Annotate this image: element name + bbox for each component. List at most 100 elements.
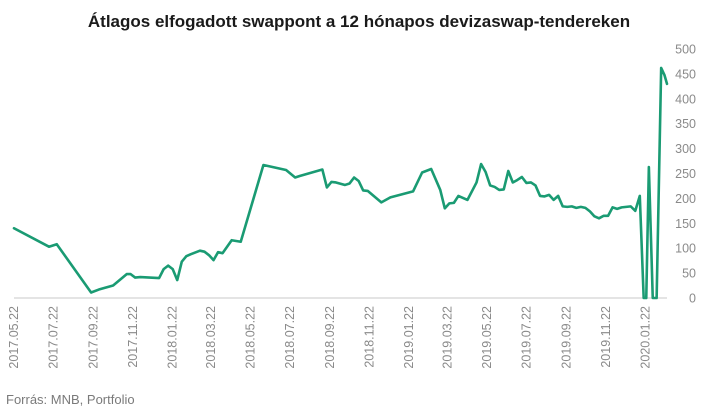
- data-point: [643, 297, 645, 299]
- data-point: [358, 180, 360, 182]
- x-tick-label: 2017.11.22: [126, 306, 140, 368]
- data-point: [172, 268, 174, 270]
- data-point: [557, 195, 559, 197]
- data-point: [231, 239, 233, 241]
- data-point: [466, 199, 468, 201]
- data-point: [530, 181, 532, 183]
- data-point: [639, 195, 641, 197]
- data-point: [652, 297, 654, 299]
- data-point: [213, 259, 215, 261]
- data-point: [439, 189, 441, 191]
- data-point: [240, 241, 242, 243]
- data-point: [498, 189, 500, 191]
- data-point: [444, 207, 446, 209]
- x-tick-label: 2018.11.22: [363, 306, 377, 368]
- data-point: [575, 207, 577, 209]
- x-tick-label: 2018.01.22: [166, 306, 180, 369]
- data-point: [190, 253, 192, 255]
- data-point: [616, 208, 618, 210]
- data-point: [476, 181, 478, 183]
- data-point: [593, 215, 595, 217]
- data-point: [48, 246, 50, 248]
- data-point: [13, 227, 15, 229]
- x-tick-label: 2018.05.22: [243, 306, 257, 369]
- data-point: [521, 176, 523, 178]
- data-point: [621, 206, 623, 208]
- data-point: [453, 202, 455, 204]
- data-point: [648, 166, 650, 168]
- data-point: [389, 196, 391, 198]
- data-point: [299, 175, 301, 177]
- series-line: [12, 66, 669, 300]
- data-point: [457, 195, 459, 197]
- data-point: [612, 206, 614, 208]
- y-axis-ticks: 0 50 100 150 200 250 300 350 400 450 500: [675, 43, 696, 306]
- data-point: [630, 205, 632, 207]
- x-tick-label: 2019.03.22: [440, 306, 454, 369]
- y-tick-label: 500: [675, 43, 696, 57]
- x-tick-label: 2018.09.22: [323, 306, 337, 369]
- data-point: [645, 297, 647, 299]
- data-point: [421, 172, 423, 174]
- data-point: [553, 199, 555, 201]
- data-point: [660, 67, 662, 69]
- data-point: [380, 201, 382, 203]
- data-point: [112, 285, 114, 287]
- data-point: [167, 265, 169, 267]
- x-tick-label: 2018.03.22: [204, 306, 218, 369]
- data-point: [512, 181, 514, 183]
- data-point: [634, 210, 636, 212]
- data-point: [326, 186, 328, 188]
- data-point: [98, 289, 100, 291]
- x-tick-label: 2019.01.22: [402, 306, 416, 369]
- data-point: [503, 188, 505, 190]
- x-tick-label: 2019.11.22: [599, 306, 613, 368]
- data-point: [603, 215, 605, 217]
- y-tick-label: 250: [675, 167, 696, 181]
- data-point: [349, 182, 351, 184]
- data-point: [262, 164, 264, 166]
- series-layer: [12, 66, 669, 300]
- data-point: [344, 184, 346, 186]
- y-tick-label: 150: [675, 217, 696, 231]
- data-point: [584, 207, 586, 209]
- data-point: [90, 292, 92, 294]
- y-tick-label: 300: [675, 142, 696, 156]
- x-tick-label: 2018.07.22: [283, 306, 297, 369]
- data-point: [130, 273, 132, 275]
- data-point: [489, 184, 491, 186]
- data-point: [571, 205, 573, 207]
- x-tick-label: 2019.09.22: [560, 306, 574, 369]
- data-point: [362, 189, 364, 191]
- data-point: [544, 195, 546, 197]
- data-point: [335, 181, 337, 183]
- data-point: [480, 163, 482, 165]
- data-point: [163, 268, 165, 270]
- data-point: [208, 254, 210, 256]
- data-point: [448, 202, 450, 204]
- data-point: [139, 276, 141, 278]
- x-tick-label: 2017.07.22: [47, 306, 61, 369]
- data-point: [56, 243, 58, 245]
- y-tick-label: 400: [675, 92, 696, 106]
- data-point: [330, 181, 332, 183]
- data-point: [516, 179, 518, 181]
- x-tick-label: 2019.05.22: [480, 306, 494, 369]
- data-point: [485, 171, 487, 173]
- data-point: [494, 186, 496, 188]
- data-point: [507, 170, 509, 172]
- data-point: [663, 74, 665, 76]
- x-tick-label: 2019.07.22: [519, 306, 533, 369]
- data-point: [562, 205, 564, 207]
- data-point: [666, 83, 668, 85]
- data-point: [589, 210, 591, 212]
- x-axis-ticks: 2017.05.22 2017.07.22 2017.09.22 2017.11.22…: [7, 306, 653, 369]
- data-point: [656, 297, 658, 299]
- y-tick-label: 100: [675, 242, 696, 256]
- chart-title: Átlagos elfogadott swappont a 12 hónapos…: [87, 12, 631, 31]
- data-point: [548, 194, 550, 196]
- data-point: [126, 273, 128, 275]
- x-tick-label: 2017.09.22: [87, 306, 101, 369]
- data-point: [199, 250, 201, 252]
